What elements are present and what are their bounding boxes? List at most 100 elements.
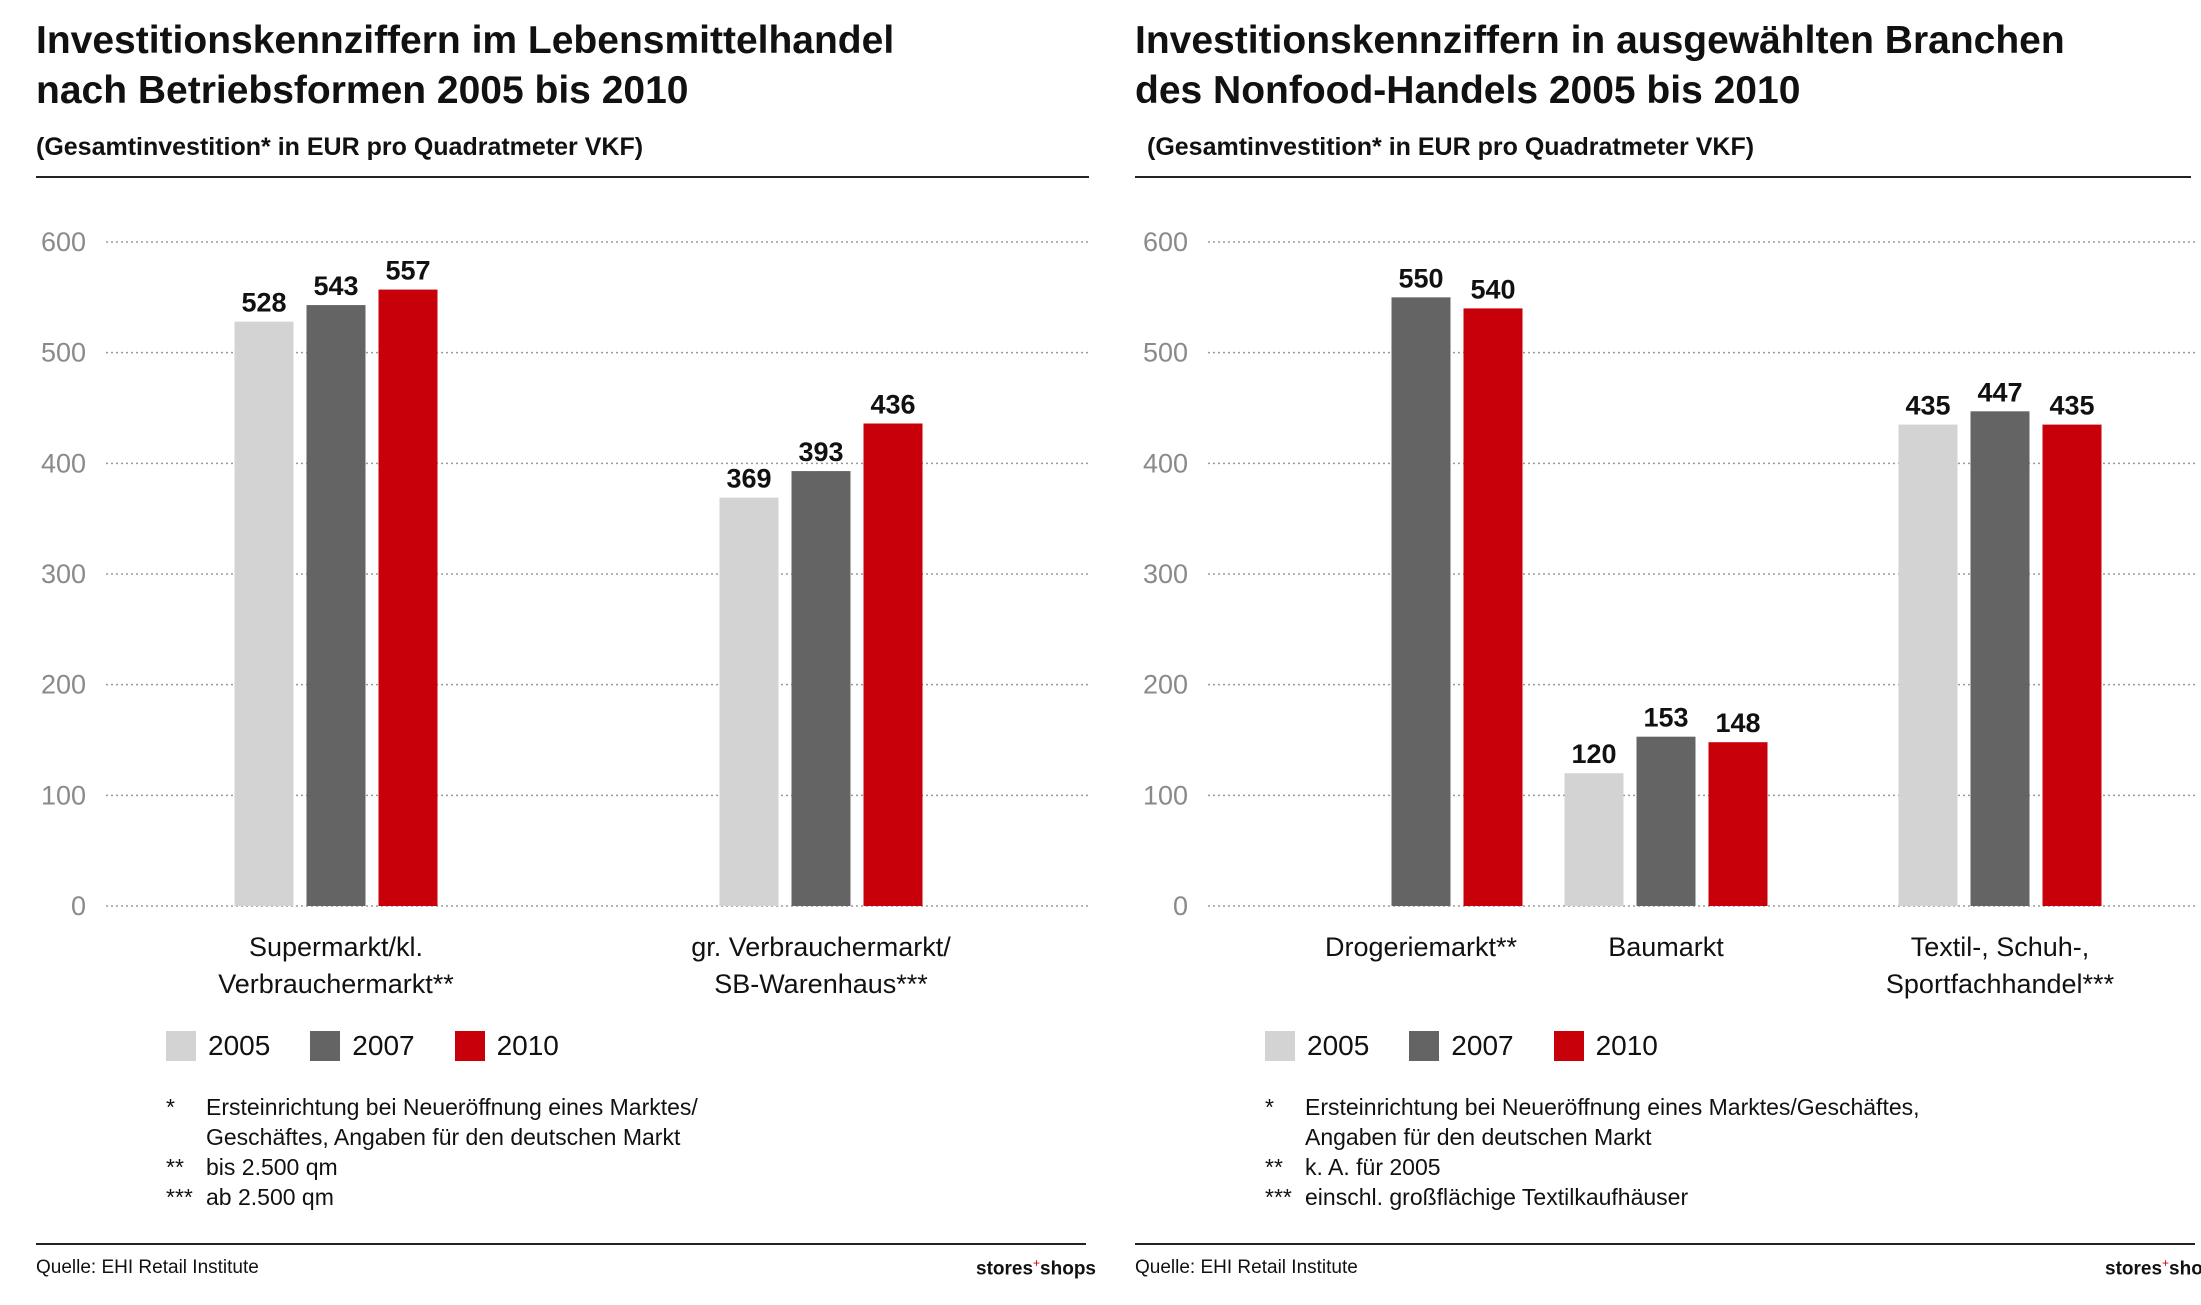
data-label: 435 [1905,391,1950,421]
legend-label: 2007 [1451,1030,1514,1061]
y-tick-label: 100 [41,780,86,810]
title-line: Investitionskennziffern in ausgewählten … [1135,19,2065,62]
x-category-label: Drogeriemarkt** [1325,932,1518,962]
data-label: 447 [1977,377,2022,407]
footnote-line: Angaben für den deutschen Markt [1305,1124,1652,1150]
data-label: 393 [798,437,843,467]
brand-logo: stores+shops [976,1256,1096,1280]
legend-label: 2007 [352,1030,415,1061]
footer-divider [36,1243,1086,1245]
bar [378,289,438,906]
y-tick-label: 300 [1143,559,1188,589]
bar-chart: 0 100 200 300 400 500 600 528 543 557 Supermarkt/k… [41,227,1090,999]
y-tick-label: 400 [41,448,86,478]
data-label: 120 [1571,739,1616,769]
bar-chart: 0 100 200 300 400 500 600 550 540 Drogeriemarkt**… [1143,227,2195,999]
chart-title: Investitionskennziffern in ausgewählten … [1135,16,2065,116]
legend-item-2010: 2010 [1553,1030,1658,1062]
footer-divider [1135,1243,2195,1245]
footnote: *** ab 2.500 qm [166,1182,698,1212]
title-divider [1135,176,2191,178]
data-label: 148 [1715,708,1760,738]
footnote-line: k. A. für 2005 [1305,1154,1441,1180]
footnote-mark: ** [1265,1154,1283,1180]
footnote-line: bis 2.500 qm [206,1154,338,1180]
data-label: 369 [726,464,771,494]
data-label: 540 [1470,274,1515,304]
chart-title: Investitionskennziffern im Lebensmittelh… [36,16,894,116]
footnotes: * Ersteinrichtung bei Neueröffnung eines… [1265,1092,1920,1212]
data-label: 436 [870,389,915,419]
bar [1463,308,1523,906]
brand-end: shops [2169,1258,2201,1280]
brand-sup: + [1033,1256,1041,1270]
footnote-text: bis 2.500 qm [206,1152,338,1182]
data-label: 543 [313,271,358,301]
footnote-line: ab 2.500 qm [206,1184,334,1210]
footnote-line: Geschäftes, Angaben für den deutschen Ma… [206,1124,681,1150]
y-tick-label: 100 [1143,780,1188,810]
brand-end: shops [1040,1258,1096,1280]
footnote-text: Ersteinrichtung bei Neueröffnung eines M… [206,1092,698,1152]
right-chart-panel: Investitionskennziffern in ausgewählten … [1135,0,2201,1305]
footnotes: * Ersteinrichtung bei Neueröffnung eines… [166,1092,698,1212]
bar [1636,736,1696,906]
bar [2042,424,2102,906]
chart-subtitle: (Gesamtinvestition* in EUR pro Quadratme… [1147,133,1755,161]
legend-item-2007: 2007 [310,1030,415,1062]
legend: 2005 2007 2010 [1265,1030,1698,1062]
y-tick-label: 0 [71,891,86,921]
legend-item-2005: 2005 [166,1030,270,1062]
footnote-line: Ersteinrichtung bei Neueröffnung eines M… [206,1094,698,1120]
footnote-mark: *** [166,1184,193,1210]
footnote-mark: *** [1265,1184,1292,1210]
footnote-text: ab 2.500 qm [206,1182,334,1212]
x-category-label: Sportfachhandel*** [1886,969,2115,999]
y-tick-label: 600 [41,227,86,257]
legend-label: 2010 [496,1030,559,1061]
footnote-mark: ** [166,1154,184,1180]
footnote: ** bis 2.500 qm [166,1152,698,1182]
data-label: 528 [241,288,286,318]
title-line: nach Betriebsformen 2005 bis 2010 [36,69,689,112]
footnote-mark: * [166,1094,175,1120]
bar [863,423,923,906]
legend-swatch [454,1031,485,1061]
footnote-mark: * [1265,1094,1274,1120]
x-category-label: Textil-, Schuh-, [1911,932,2090,962]
footnote: *** einschl. großflächige Textilkaufhäus… [1265,1182,1920,1212]
brand-main: stores [2105,1258,2163,1280]
footnote-text: Ersteinrichtung bei Neueröffnung eines M… [1305,1092,1920,1152]
data-label: 557 [385,256,430,286]
data-label: 435 [2049,391,2094,421]
legend-swatch [1265,1031,1295,1061]
legend-swatch [310,1031,341,1061]
legend-label: 2010 [1595,1030,1658,1061]
brand-main: stores [976,1258,1034,1280]
legend: 2005 2007 2010 [166,1030,599,1062]
y-tick-label: 400 [1143,448,1188,478]
chart-subtitle: (Gesamtinvestition* in EUR pro Quadratme… [36,133,644,161]
footnote: * Ersteinrichtung bei Neueröffnung eines… [166,1092,698,1152]
y-tick-label: 500 [41,338,86,368]
bar [1898,424,1958,906]
x-category-label: gr. Verbrauchermarkt/ [691,932,951,962]
y-tick-label: 200 [41,670,86,700]
bar [234,321,294,906]
footnote-line: Ersteinrichtung bei Neueröffnung eines M… [1305,1094,1920,1120]
bar [719,497,779,906]
title-line: des Nonfood-Handels 2005 bis 2010 [1135,69,1801,112]
x-category-label: Verbrauchermarkt** [218,969,454,999]
x-category-label: Baumarkt [1608,932,1724,962]
footnote-text: k. A. für 2005 [1305,1152,1441,1182]
y-tick-label: 200 [1143,670,1188,700]
footnote: ** k. A. für 2005 [1265,1152,1920,1182]
data-label: 153 [1643,703,1688,733]
y-tick-label: 600 [1143,227,1188,257]
brand-logo: stores+shops [2105,1256,2201,1280]
footnote-line: einschl. großflächige Textilkaufhäuser [1305,1184,1689,1210]
bar [1708,742,1768,906]
title-line: Investitionskennziffern im Lebensmittelh… [36,19,895,62]
legend-label: 2005 [208,1030,271,1061]
bar [1970,411,2030,906]
